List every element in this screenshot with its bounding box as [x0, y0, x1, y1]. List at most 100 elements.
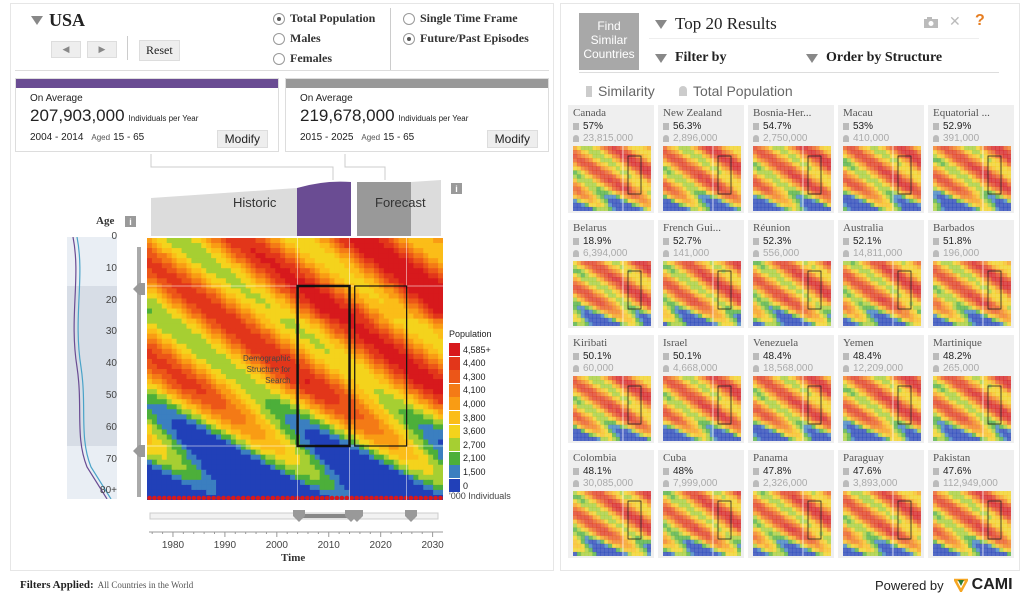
result-tile[interactable]: Panama 47.8% 2,326,000	[748, 450, 834, 558]
result-tile[interactable]: Yemen 48.4% 12,209,000	[838, 335, 924, 443]
radio-single-time-frame[interactable]: Single Time Frame	[403, 11, 518, 26]
result-population: 112,949,000	[933, 478, 998, 489]
result-tile[interactable]: Barbados 51.8% 196,000	[928, 220, 1014, 328]
result-tile[interactable]: Paraguay 47.6% 3,893,000	[838, 450, 924, 558]
radio-future-past-episodes[interactable]: Future/Past Episodes	[403, 31, 529, 46]
time-tick-label: 1990	[214, 540, 237, 551]
result-tile[interactable]: New Zealand 56.3% 2,896,000	[658, 105, 744, 213]
bar-icon	[933, 467, 939, 475]
next-button[interactable]: ▶	[87, 41, 117, 58]
result-tile[interactable]: Martinique 48.2% 265,000	[928, 335, 1014, 443]
result-tile[interactable]: Pakistan 47.6% 112,949,000	[928, 450, 1014, 558]
result-similarity: 48.4%	[753, 351, 791, 362]
age-axis-title: Age	[96, 215, 115, 227]
forecast-summary-card: On Average 219,678,000 Individuals per Ye…	[285, 78, 549, 152]
radio-males[interactable]: Males	[273, 31, 321, 46]
legend-swatch	[449, 424, 460, 438]
result-country-name: Panama	[753, 452, 788, 464]
bar-icon	[933, 122, 939, 130]
legend-item: 4,300	[449, 370, 486, 384]
info-icon[interactable]: i	[451, 183, 462, 194]
filter-by-dropdown[interactable]: Filter by	[655, 50, 726, 66]
camera-icon[interactable]	[923, 16, 939, 29]
divider	[390, 8, 391, 70]
results-panel: Find Similar Countries Top 20 Results ✕ …	[560, 3, 1020, 571]
time-range-slider[interactable]	[147, 506, 443, 528]
result-similarity: 18.9%	[573, 236, 611, 247]
result-mini-heatmap	[663, 261, 741, 326]
result-country-name: Venezuela	[753, 337, 799, 349]
result-similarity: 47.6%	[933, 466, 971, 477]
bar-icon	[663, 237, 669, 245]
chevron-down-icon	[655, 19, 667, 29]
legend-title: Population	[449, 329, 492, 339]
result-tile[interactable]: Kiribati 50.1% 60,000	[568, 335, 654, 443]
divider	[579, 72, 999, 73]
help-icon[interactable]: ?	[975, 12, 985, 29]
result-mini-heatmap	[573, 261, 651, 326]
result-country-name: Yemen	[843, 337, 874, 349]
person-icon	[843, 134, 849, 142]
result-mini-heatmap	[933, 261, 1011, 326]
legend-label: 0	[463, 480, 469, 491]
close-icon[interactable]: ✕	[949, 13, 961, 29]
radio-total-population[interactable]: Total Population	[273, 11, 375, 26]
prev-button[interactable]: ◀	[51, 41, 81, 58]
result-mini-heatmap	[573, 146, 651, 211]
population-heatmap[interactable]	[147, 238, 443, 500]
result-tile[interactable]: Cuba 48% 7,999,000	[658, 450, 744, 558]
legend-item: 3,600	[449, 424, 486, 438]
slider-handle	[351, 510, 363, 522]
result-tile[interactable]: Bosnia-Her... 54.7% 2,750,000	[748, 105, 834, 213]
person-icon	[753, 134, 759, 142]
legend-swatch	[449, 479, 460, 492]
time-tick-label: 2030	[421, 540, 444, 551]
person-icon	[679, 86, 687, 96]
cami-logo[interactable]: CAMI	[953, 576, 1013, 594]
result-tile[interactable]: Belarus 18.9% 6,394,000	[568, 220, 654, 328]
modify-button[interactable]: Modify	[486, 130, 538, 148]
person-icon	[663, 249, 669, 257]
age-distribution-sidebar	[67, 237, 145, 499]
time-tick-label: 2020	[370, 540, 393, 551]
result-tile[interactable]: Australia 52.1% 14,811,000	[838, 220, 924, 328]
person-icon	[663, 134, 669, 142]
reset-button[interactable]: Reset	[139, 40, 180, 61]
result-population: 6,394,000	[573, 248, 628, 259]
country-selector[interactable]: USA	[31, 10, 85, 31]
result-similarity: 52.9%	[933, 121, 971, 132]
result-tile[interactable]: Macau 53% 410,000	[838, 105, 924, 213]
result-tile[interactable]: Réunion 52.3% 556,000	[748, 220, 834, 328]
order-by-dropdown[interactable]: Order by Structure	[806, 50, 942, 66]
result-population: 60,000	[573, 363, 614, 374]
bar-icon	[843, 122, 849, 130]
result-country-name: Belarus	[573, 222, 607, 234]
result-similarity: 51.8%	[933, 236, 971, 247]
bar-icon	[753, 352, 759, 360]
age-slider-handle	[133, 445, 145, 457]
bar-icon	[573, 352, 579, 360]
bar-icon	[586, 85, 592, 97]
results-title[interactable]: Top 20 Results	[655, 14, 777, 34]
result-tile[interactable]: French Gui... 52.7% 141,000	[658, 220, 744, 328]
result-tile[interactable]: Venezuela 48.4% 18,568,000	[748, 335, 834, 443]
radio-females[interactable]: Females	[273, 51, 332, 66]
result-country-name: Canada	[573, 107, 606, 119]
person-icon	[843, 364, 849, 372]
age-tick-label: 60	[105, 421, 117, 433]
legend-item: 4,000	[449, 397, 486, 411]
result-tile[interactable]: Canada 57% 23,815,000	[568, 105, 654, 213]
time-tick-label: 1980	[162, 540, 185, 551]
find-similar-button[interactable]: Find Similar Countries	[579, 13, 639, 70]
modify-button[interactable]: Modify	[216, 130, 268, 148]
selection-box	[354, 285, 408, 447]
person-icon	[933, 134, 939, 142]
result-tile[interactable]: Colombia 48.1% 30,085,000	[568, 450, 654, 558]
result-tile[interactable]: Equatorial ... 52.9% 391,000	[928, 105, 1014, 213]
result-tile[interactable]: Israel 50.1% 4,668,000	[658, 335, 744, 443]
result-population: 14,811,000	[843, 248, 902, 259]
card-color-bar	[16, 79, 278, 88]
result-country-name: Cuba	[663, 452, 687, 464]
info-icon[interactable]: i	[125, 216, 136, 227]
chevron-down-icon	[655, 53, 667, 63]
